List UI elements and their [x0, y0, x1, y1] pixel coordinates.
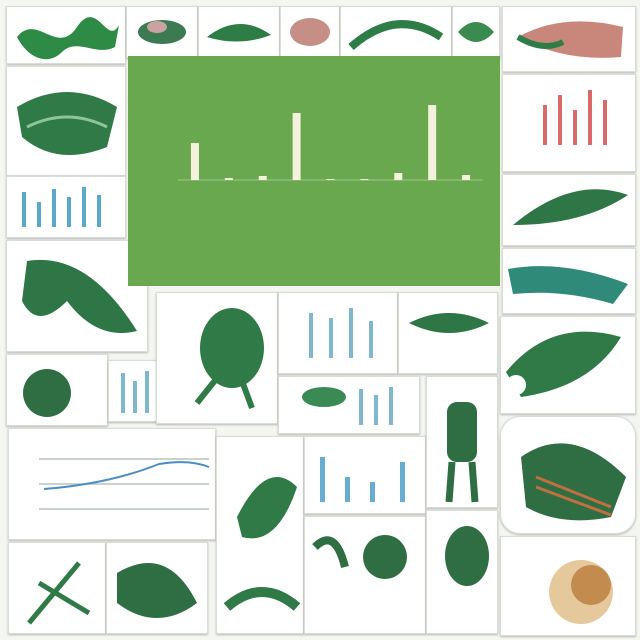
bar [394, 173, 403, 180]
illustration-tile [280, 6, 340, 58]
illustration-tile [500, 416, 636, 534]
chart-background [128, 56, 500, 286]
illustration-tile [6, 240, 148, 352]
illustration-tile [398, 292, 498, 374]
illustration-tile [126, 6, 198, 58]
illustration-tile [6, 66, 126, 176]
illustration-tile [156, 292, 278, 424]
mini-chart-tile [6, 176, 126, 238]
bar [360, 179, 369, 180]
bar [190, 143, 199, 180]
illustration-tile [340, 6, 452, 58]
illustration-tile [8, 542, 106, 634]
illustration-tile [6, 354, 108, 426]
illustration-tile [198, 6, 280, 58]
illustration-tile [500, 316, 636, 414]
illustration-tile [502, 6, 636, 72]
mini-chart-tile [502, 74, 636, 172]
chart [128, 56, 500, 286]
bar [224, 178, 233, 180]
bar [292, 113, 301, 180]
illustration-tile [502, 174, 636, 246]
mini-chart-tile [304, 436, 426, 514]
mini-chart-tile [8, 428, 216, 540]
bar [462, 175, 471, 180]
bar [326, 179, 335, 180]
mini-chart-tile [278, 292, 398, 374]
mini-chart-tile [278, 376, 420, 434]
illustration-tile [452, 6, 500, 58]
bar [258, 176, 267, 180]
illustration-tile [426, 510, 498, 634]
illustration-tile [216, 436, 304, 634]
illustration-tile [502, 248, 636, 314]
illustration-tile [106, 542, 208, 634]
illustration-tile [500, 536, 636, 636]
illustration-tile [304, 516, 426, 634]
illustration-tile [6, 6, 126, 64]
illustration-tile [426, 376, 498, 508]
bar [428, 105, 437, 180]
